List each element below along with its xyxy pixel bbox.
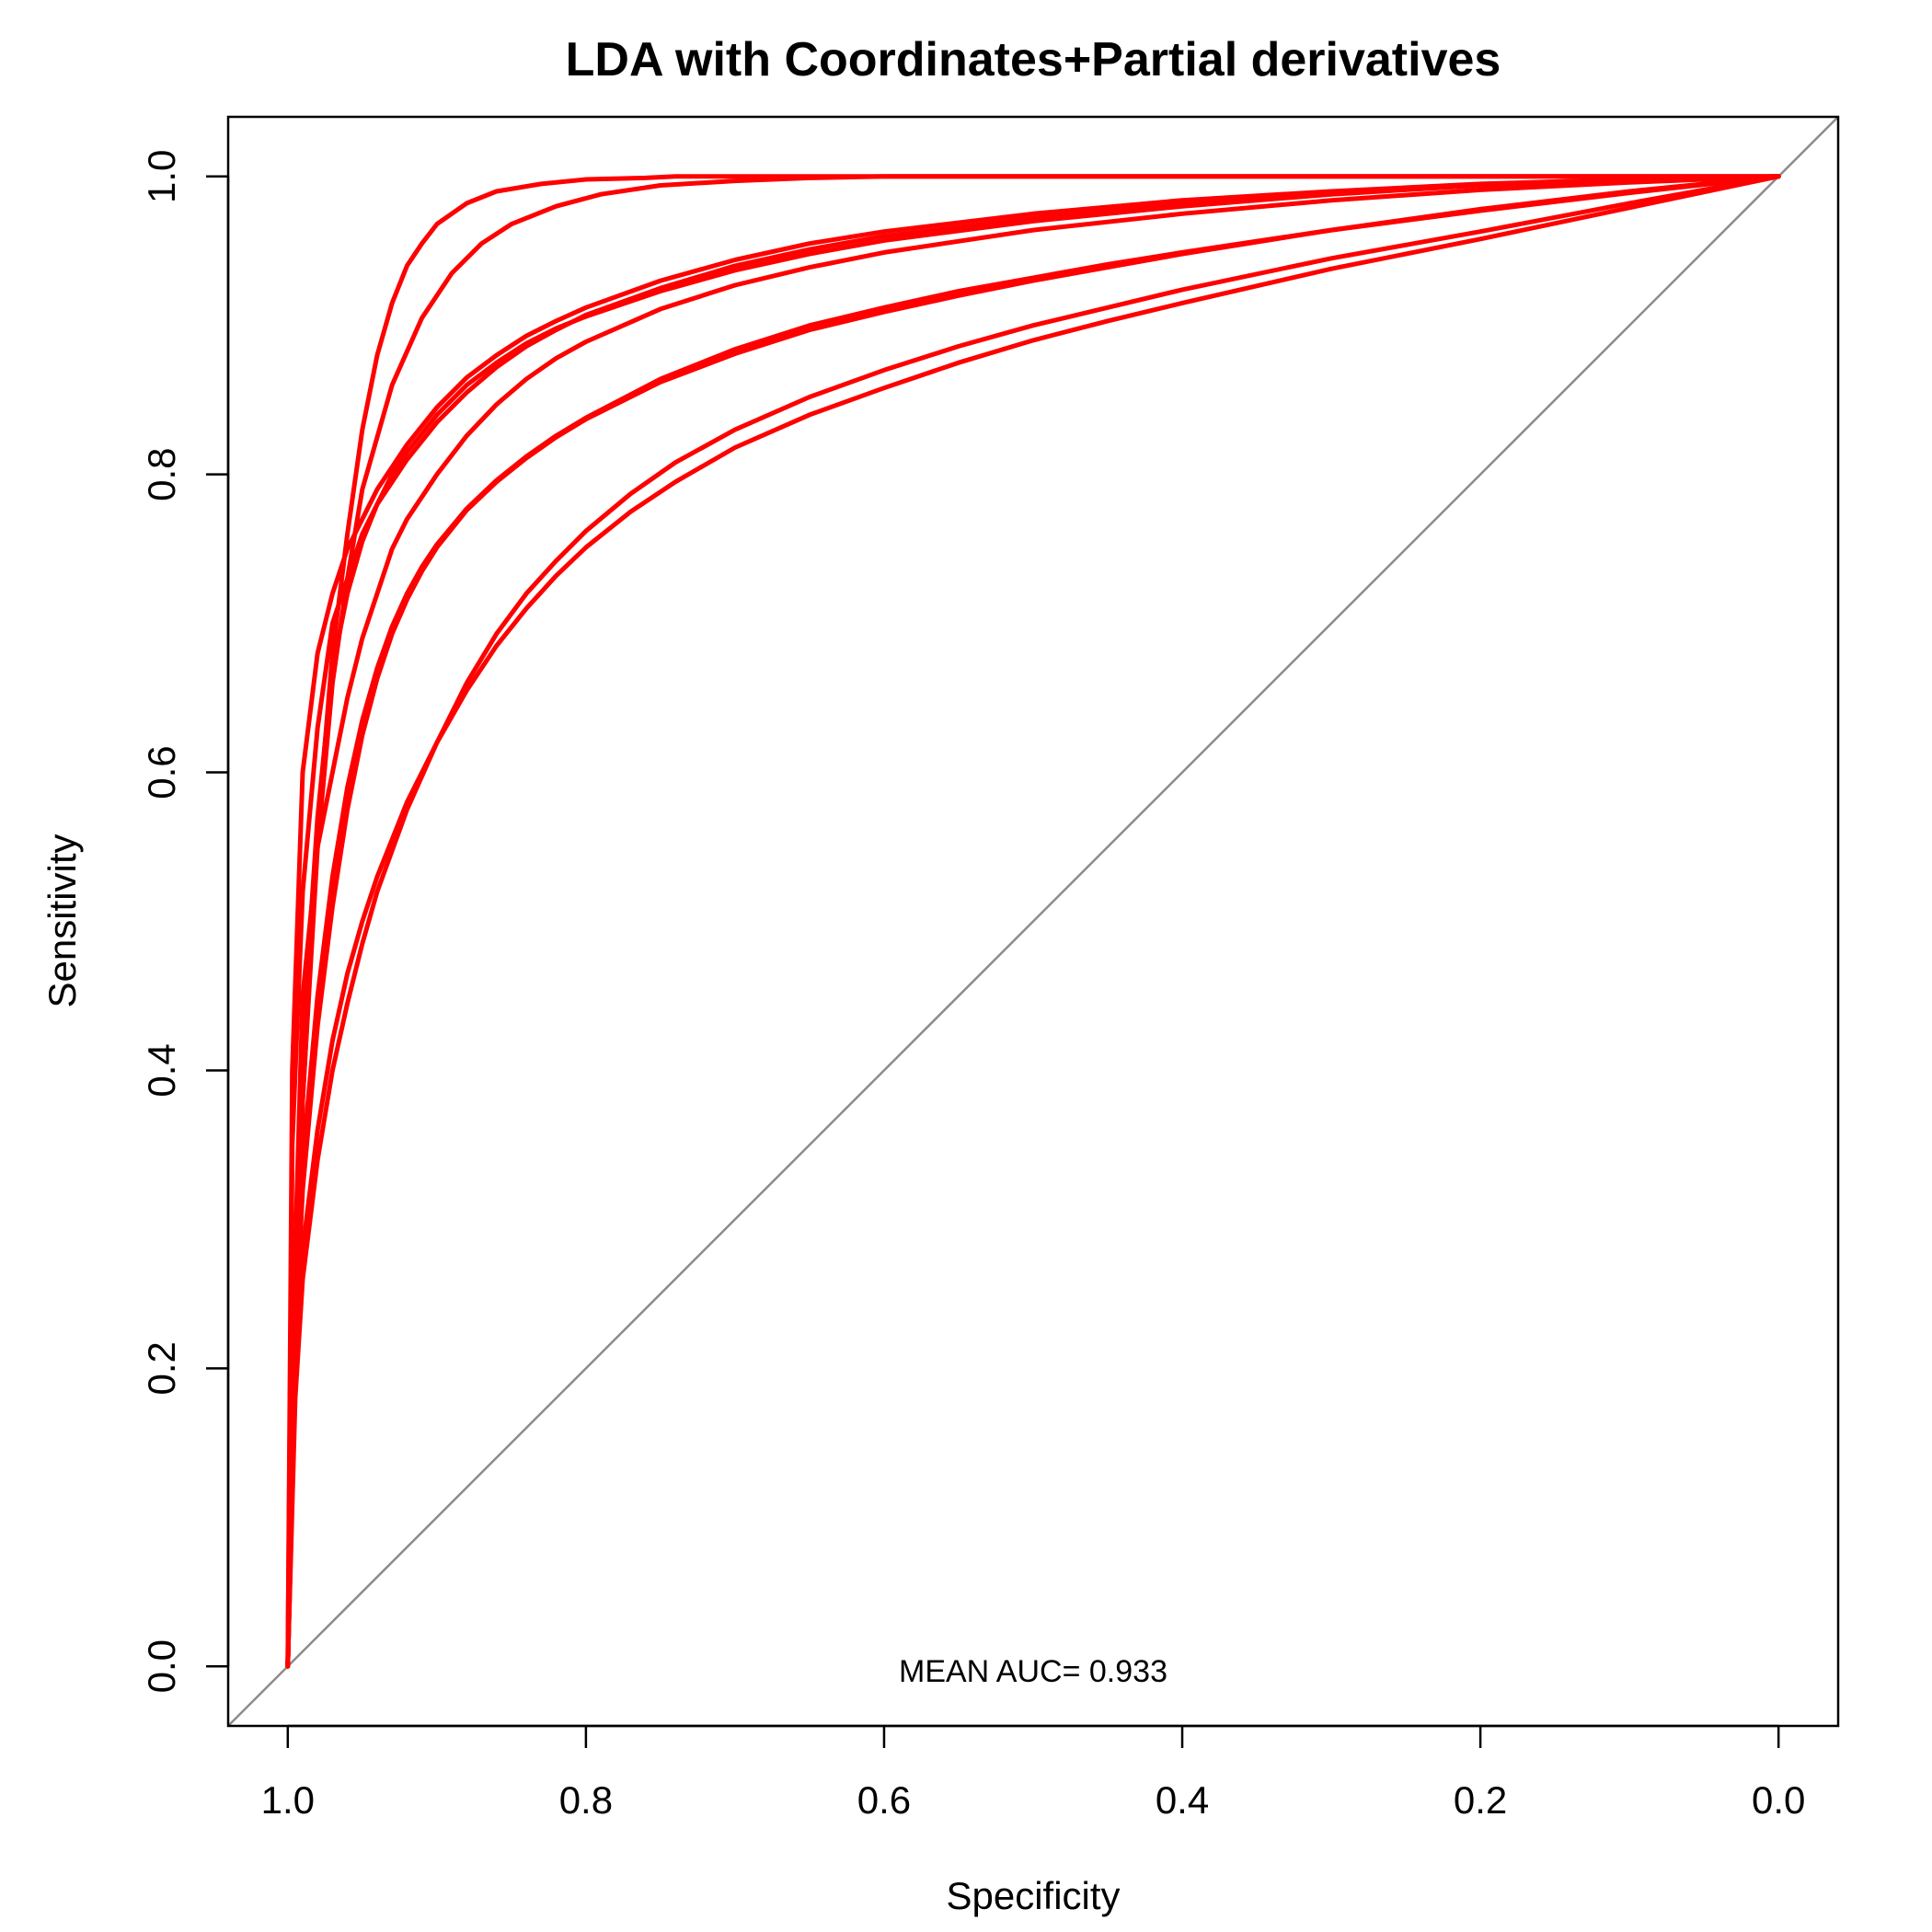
x-tick-label: 1.0 bbox=[261, 1778, 315, 1822]
roc-curve-4 bbox=[285, 174, 1781, 1669]
x-tick-label: 0.2 bbox=[1454, 1778, 1507, 1822]
x-axis: 1.0 0.8 0.6 0.4 0.2 0.0 bbox=[261, 1724, 1805, 1822]
x-tick-label: 0.8 bbox=[559, 1778, 613, 1822]
roc-curve-5 bbox=[285, 174, 1781, 1669]
y-tick-label: 0.4 bbox=[140, 1043, 183, 1097]
x-tick-label: 0.6 bbox=[857, 1778, 911, 1822]
roc-curve-10 bbox=[285, 174, 1781, 1669]
x-axis-label: Specificity bbox=[946, 1874, 1120, 1917]
roc-curves-layer bbox=[285, 174, 1781, 1669]
y-tick-label: 0.2 bbox=[140, 1341, 183, 1395]
roc-curve-8 bbox=[285, 174, 1781, 1669]
x-tick-label: 0.0 bbox=[1752, 1778, 1805, 1822]
chart-title: LDA with Coordinates+Partial derivatives bbox=[566, 33, 1501, 86]
y-tick-label: 1.0 bbox=[140, 150, 183, 203]
x-tick-label: 0.4 bbox=[1156, 1778, 1209, 1822]
y-axis: 0.0 0.2 0.4 0.6 0.8 1.0 bbox=[140, 150, 230, 1693]
roc-curve-6 bbox=[285, 174, 1781, 1669]
y-axis-label: Sensitivity bbox=[40, 834, 84, 1007]
y-tick-label: 0.0 bbox=[140, 1639, 183, 1693]
y-tick-label: 0.6 bbox=[140, 745, 183, 799]
reference-diagonal-line bbox=[227, 116, 1839, 1727]
mean-auc-annotation: MEAN AUC= 0.933 bbox=[899, 1654, 1167, 1689]
reference-line-layer bbox=[227, 116, 1839, 1727]
roc-curve-9 bbox=[285, 174, 1781, 1669]
y-tick-label: 0.8 bbox=[140, 447, 183, 500]
roc-curve-3 bbox=[285, 174, 1781, 1669]
